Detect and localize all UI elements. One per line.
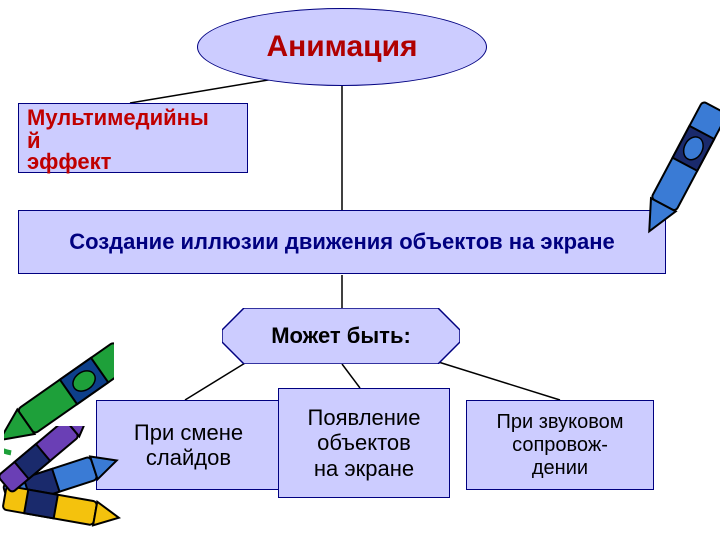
illusion-box: Создание иллюзии движения объектов на эк…	[18, 210, 666, 274]
opt2-line1: Появление	[308, 405, 421, 430]
illusion-text: Создание иллюзии движения объектов на эк…	[69, 229, 615, 255]
crayon-blue-icon	[638, 80, 720, 260]
multimedia-line3: эффект	[27, 150, 239, 173]
option-object-appear: Появление объектов на экране	[278, 388, 450, 498]
option-sound: При звуковом сопровож- дении	[466, 400, 654, 490]
opt2-line3: на экране	[308, 456, 421, 481]
opt2-line2: объектов	[308, 430, 421, 455]
title-ellipse: Анимация	[197, 8, 487, 86]
opt3-line2: сопровож-	[497, 434, 624, 457]
maybe-box: Может быть:	[222, 308, 460, 364]
crayon-cluster-icon	[0, 426, 134, 546]
opt3-line3: дении	[497, 457, 624, 480]
opt3-line1: При звуковом	[497, 411, 624, 434]
multimedia-box: Мультимедийны й эффект	[18, 103, 248, 173]
maybe-text: Может быть:	[271, 323, 411, 349]
multimedia-line1: Мультимедийны	[27, 106, 239, 129]
opt1-line2: слайдов	[134, 445, 243, 470]
title-text: Анимация	[266, 30, 417, 64]
opt1-line1: При смене	[134, 420, 243, 445]
